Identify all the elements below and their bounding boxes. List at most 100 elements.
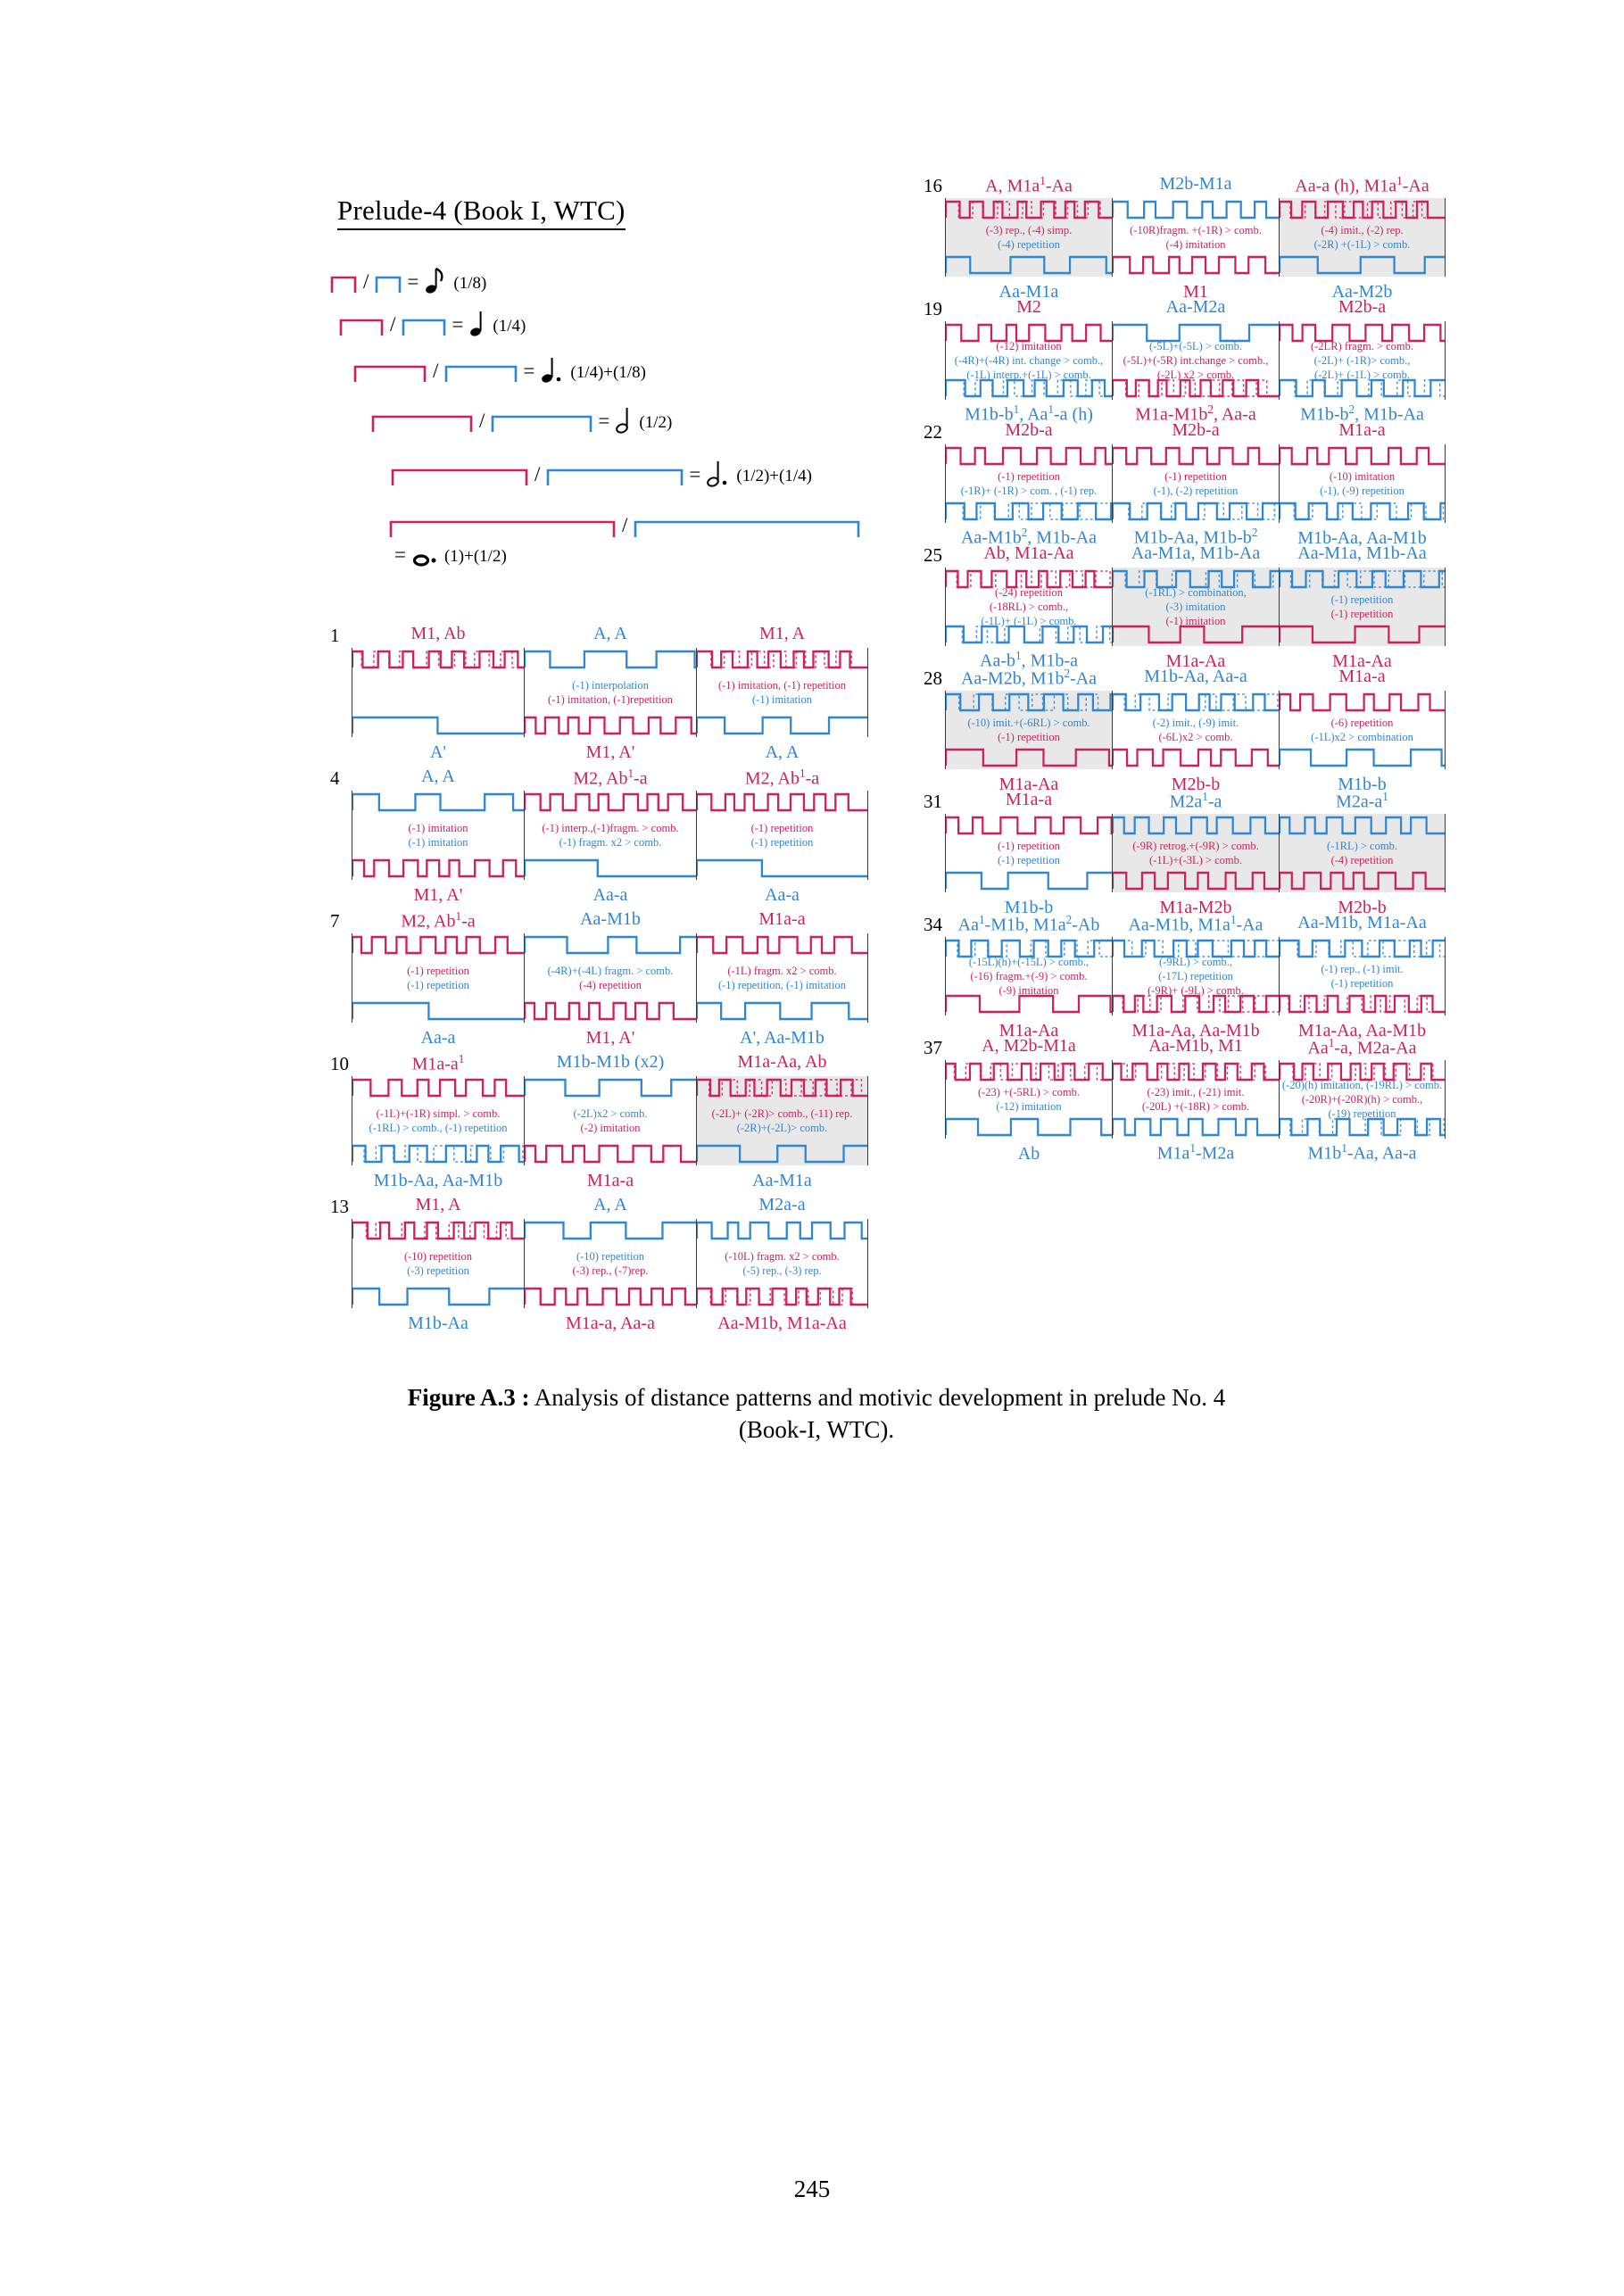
annotation-line: (-5L)+(-5R) int.change > comb.,	[1123, 354, 1269, 367]
annotation-line: (-1) repetition	[998, 731, 1060, 743]
bottom-waveform	[946, 992, 1112, 1015]
bottom-waveform	[1113, 1115, 1279, 1139]
cell-annotations: (-10) imit.+(-6RL) > comb. (-1) repetitio…	[946, 714, 1112, 746]
analysis-cell: A, A (-1) interpolation (-1) imitation, (-…	[524, 625, 696, 761]
cell-bottom-label: Aa-M1b2, M1b-Aa	[960, 526, 1098, 548]
analysis-cell: M1, A (-1) imitation, (-1) repetition (-1)…	[696, 625, 868, 761]
note-half	[616, 408, 629, 434]
system-grid: M2b-a (-1) repetition (-1R)+ (-1R) > com. …	[945, 421, 1446, 547]
distance-waveform	[946, 1117, 1112, 1137]
analysis-cell: M1b-M1b (x2) (-2L)x2 > comb. (-2) imitatio…	[524, 1053, 696, 1189]
bottom-waveform	[1280, 253, 1445, 277]
annotation-line: (-2L)x2 > comb.	[573, 1107, 648, 1120]
annotation-line: (-10) imit.+(-6RL) > comb.	[967, 717, 1090, 729]
legend-note-glyph	[411, 539, 438, 574]
distance-waveform	[1113, 378, 1279, 398]
cell-annotations: (-12) imitation (-4R)+(-4R) int. change >…	[946, 340, 1112, 381]
analysis-cell: M2b-a (-1) repetition (-1), (-2) repetitio…	[1112, 421, 1279, 547]
distance-waveform	[946, 501, 1112, 521]
cell-bottom-label: M1b-b	[1338, 775, 1387, 794]
analysis-cell: Ab, M1a-Aa (-24) repetition (-18RL) > comb…	[945, 544, 1112, 670]
cell-top-label: M2b-a	[1172, 420, 1220, 440]
annotation-line: (-3) rep., (-7)rep.	[572, 1264, 649, 1277]
distance-waveform	[697, 935, 867, 955]
distance-waveform	[697, 858, 867, 878]
annotation-line: (-1RL) > comb.	[1327, 840, 1397, 852]
analysis-cell: Aa-M1a, M1b-Aa (-1RL) > combination, (-3) …	[1112, 544, 1279, 670]
annotation-line: (-2L)+ (-1R)> comb.,	[1313, 354, 1411, 367]
annotation-line: (-1), (-9) repetition	[1320, 485, 1404, 497]
bottom-waveform	[1113, 500, 1279, 523]
analysis-cell: M2, Ab1-a (-1) repetition (-1) repetition A…	[352, 910, 524, 1047]
legend-equals: =	[689, 462, 701, 485]
cell-bottom-label: M1a-M2b	[1159, 898, 1232, 917]
distance-waveform	[946, 994, 1112, 1014]
cell-top-label: M2b-M1a	[1159, 174, 1232, 194]
analysis-cell: M1, Ab A'	[352, 625, 524, 761]
annotation-line: (-4) imit., (-2) rep.	[1321, 224, 1404, 236]
measure-number: 13	[330, 1196, 349, 1217]
bottom-waveform	[697, 1142, 867, 1165]
cell-annotations: (-24) repetition (-18RL) > comb., (-1L)+ (…	[946, 586, 1112, 627]
legend-row: / = (1/4)+(1/8)	[353, 357, 866, 407]
cell-annotations: (-1) repetition (-1) repetition	[1280, 591, 1445, 623]
distance-waveform	[1280, 692, 1445, 712]
top-waveform	[1280, 444, 1445, 468]
cell-annotations: (-1L) fragm. x2 > comb. (-1) repetition, …	[697, 957, 867, 999]
cell-annotations: (-2L)x2 > comb. (-2) imitation	[525, 1099, 696, 1142]
top-waveform	[352, 648, 524, 671]
annotation-line: (-18RL) > comb.,	[989, 601, 1069, 613]
red-duration-bracket	[389, 519, 616, 540]
cell-top-label: A, A	[593, 1195, 627, 1214]
blue-duration-bracket	[402, 318, 446, 338]
top-waveform	[1113, 568, 1279, 591]
cell-annotations: (-10) repetition (-3) rep., (-7)rep.	[525, 1242, 696, 1285]
annotation-line: (-1) imitation	[408, 822, 468, 834]
measure-number: 34	[924, 914, 942, 935]
system-grid: A, A (-1) imitation (-1) imitation M1, A' M2…	[352, 767, 868, 904]
measure-number: 28	[924, 667, 942, 689]
top-waveform	[1280, 568, 1445, 591]
cell-annotations	[352, 671, 524, 714]
annotation-line: (-10) repetition	[403, 1250, 472, 1263]
cell-annotations: (-1) imitation, (-1) repetition (-1) imit…	[697, 671, 867, 714]
top-waveform	[946, 568, 1112, 591]
distance-waveform	[1280, 569, 1445, 589]
analysis-cell: M1b-Aa, Aa-a (-2) imit., (-9) imit. (-6L)x…	[1112, 667, 1279, 793]
top-waveform	[697, 933, 867, 957]
cell-top-label: Aa-M1a, M1b-Aa	[1297, 543, 1427, 563]
top-waveform	[352, 1219, 524, 1242]
cell-top-label: M1a-a	[1338, 420, 1386, 440]
bottom-waveform	[946, 623, 1112, 646]
cell-bottom-label: M2b-b	[1171, 775, 1221, 794]
distance-waveform	[352, 716, 524, 735]
cell-bottom-label: M1b1-Aa, Aa-a	[1307, 1141, 1417, 1164]
measure-number: 7	[330, 910, 340, 932]
analysis-cell: M2, Ab1-a (-1) repetition (-1) repetition A…	[696, 767, 868, 904]
annotation-line: (-1) repetition, (-1) imitation	[717, 979, 846, 991]
distance-waveform	[1113, 939, 1279, 958]
cell-top-label: Aa-M1b, M1a-Aa	[1297, 913, 1427, 932]
blue-duration-bracket	[375, 275, 402, 295]
distance-waveform	[1280, 255, 1445, 275]
system-block: 13 M1, A (-10) repetition (-3) repetition M1…	[330, 1196, 877, 1332]
system-block: 19 M2 (-12) imitation (-4R)+(-4R) int. chan…	[924, 298, 1454, 424]
annotation-line: (-6) repetition	[1330, 717, 1394, 729]
note-dotted-whole	[412, 554, 436, 567]
annotation-line: (-10R)fragm. +(-1R) > comb.	[1130, 224, 1262, 236]
legend-duration-value: (1/2)+(1/4)	[736, 466, 812, 485]
cell-bottom-label: Aa-M2b	[1331, 282, 1393, 302]
distance-waveform	[697, 650, 867, 669]
duration-bracket	[492, 415, 592, 432]
annotation-line: (-4R)+(-4L) fragm. > comb.	[547, 965, 674, 977]
analysis-cell: Aa-M1a, M1b-Aa (-1) repetition (-1) repeti…	[1279, 544, 1446, 670]
cell-bottom-label: M1b-Aa, Aa-M1b	[1297, 528, 1427, 548]
bottom-waveform	[352, 714, 524, 737]
cell-top-label: M1a-a	[1005, 790, 1053, 809]
duration-bracket	[353, 365, 427, 382]
system-block: 31 M1a-a (-1) repetition (-1) repetition M1b…	[924, 791, 1454, 916]
measure-number: 1	[330, 625, 340, 646]
legend-duration-value: (1/4)	[493, 316, 526, 336]
annotation-line: (-1) interp.,(-1)fragm. > comb.	[542, 822, 679, 834]
cell-bottom-label: M1, A'	[413, 885, 463, 905]
